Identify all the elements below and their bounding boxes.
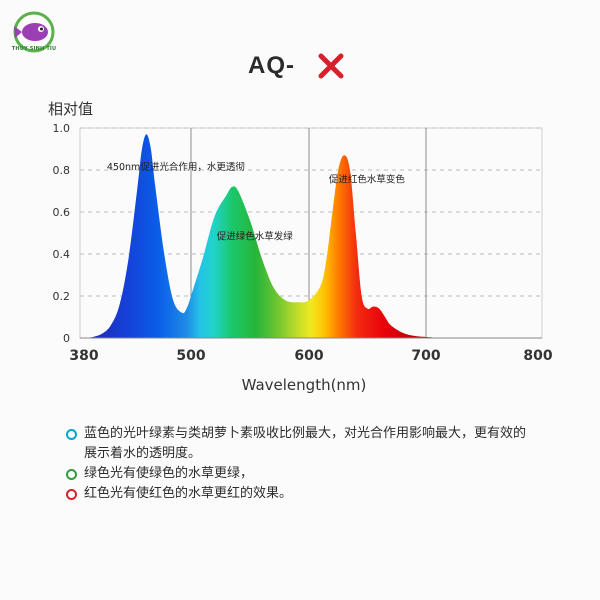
notes-list: 蓝色的光叶绿素与类胡萝卜素吸收比例最大，对光合作用影响最大，更有效的展示着水的透… — [66, 424, 536, 504]
chart-axes: 0 0.2 0.4 0.6 0.8 1.0 380 500 600 700 800 相对值 Wavele… — [48, 100, 553, 394]
y-tick-label: 0.6 — [53, 206, 71, 219]
x-tick-label: 800 — [523, 348, 552, 364]
peak-annotation: 促进红色水草变色 — [329, 174, 406, 186]
y-tick-label: 1.0 — [53, 122, 71, 135]
x-axis-title: Wavelength(nm) — [242, 376, 367, 394]
y-tick-label: 0.2 — [53, 290, 71, 303]
y-tick-label: 0.4 — [53, 248, 71, 261]
note-red-text: 红色光有使红色的水草更红的效果。 — [84, 486, 293, 501]
note-green-text: 绿色光有使绿色的水草更绿， — [84, 466, 254, 481]
bullet-icon — [66, 429, 77, 440]
x-tick-label: 700 — [411, 348, 440, 364]
x-tick-label: 500 — [176, 348, 205, 364]
y-tick-label: 0.8 — [53, 164, 71, 177]
logo-text: THỦY SINH TÍU — [11, 46, 57, 52]
y-axis-title: 相对值 — [48, 100, 93, 118]
note-red: 红色光有使红色的水草更红的效果。 — [66, 484, 536, 504]
note-blue: 蓝色的光叶绿素与类胡萝卜素吸收比例最大，对光合作用影响最大，更有效的展示着水的透… — [66, 424, 536, 464]
peak-annotation: 促进绿色水草发绿 — [217, 230, 294, 242]
peak-annotation: 450nm促进光合作用，水更透彻 — [107, 161, 245, 173]
red-x-icon — [318, 53, 344, 79]
x-tick-label: 600 — [294, 348, 323, 364]
fish-logo-icon — [13, 11, 55, 53]
bullet-icon — [66, 489, 77, 500]
model-title: AQ- — [248, 52, 295, 79]
y-tick-label: 0 — [63, 332, 70, 345]
note-green: 绿色光有使绿色的水草更绿， — [66, 464, 536, 484]
note-blue-text: 蓝色的光叶绿素与类胡萝卜素吸收比例最大，对光合作用影响最大，更有效的展示着水的透… — [84, 426, 527, 461]
bullet-icon — [66, 469, 77, 480]
spectrum-area — [84, 134, 538, 338]
x-tick-label: 380 — [69, 348, 98, 364]
